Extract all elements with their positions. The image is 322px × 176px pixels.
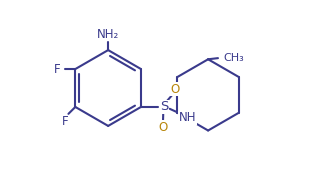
Text: F: F <box>62 115 68 128</box>
Text: NH₂: NH₂ <box>97 27 119 40</box>
Text: F: F <box>54 62 61 76</box>
Text: CH₃: CH₃ <box>223 53 244 63</box>
Text: O: O <box>158 121 167 134</box>
Text: NH: NH <box>179 111 196 124</box>
Text: S: S <box>160 100 168 114</box>
Text: O: O <box>171 83 180 96</box>
